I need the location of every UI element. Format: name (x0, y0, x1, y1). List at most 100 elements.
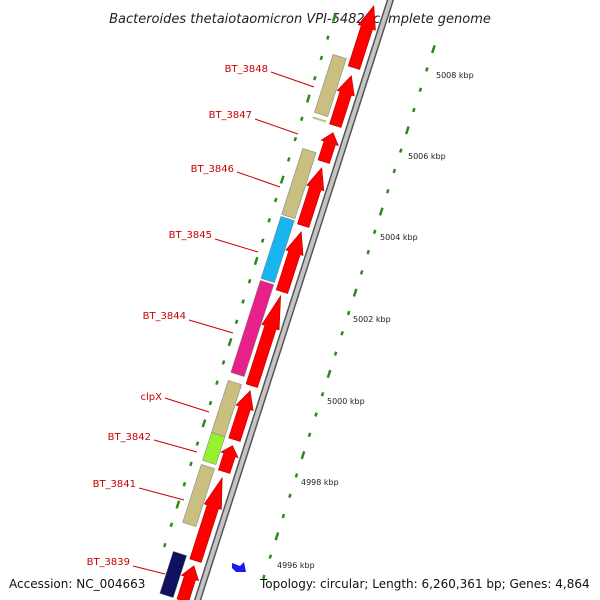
cds-arrow (176, 565, 200, 600)
cds-arrow (218, 445, 239, 474)
scale-label-4998: 4998 kbp (301, 478, 339, 487)
scale-label-5002: 5002 kbp (353, 315, 391, 324)
scale-tick (346, 310, 351, 316)
scale-tick (305, 94, 311, 103)
scale-tick (300, 450, 306, 460)
gene-label-bt3841: BT_3841 (93, 479, 136, 490)
gene-label-bt3845: BT_3845 (169, 230, 212, 241)
scale-tick (267, 218, 271, 223)
scale-tick (320, 391, 325, 397)
cds-arrow (228, 390, 254, 442)
scale-tick (288, 493, 292, 499)
scale-tick (195, 441, 200, 446)
scale-tick (234, 319, 239, 325)
scale-tick (182, 481, 187, 487)
scale-tick (326, 369, 332, 379)
gene-track (159, 54, 347, 598)
scale-tick (262, 574, 266, 580)
scale-tick (299, 116, 304, 122)
scale-tick (378, 207, 384, 216)
genome-backbone (193, 0, 395, 600)
scale-tick (340, 331, 344, 336)
cds-arrow (275, 230, 304, 294)
gene-label-bt3842: BT_3842 (108, 432, 151, 443)
scale-tick (418, 87, 423, 93)
scale-tick (352, 288, 358, 297)
cds-track (176, 4, 376, 600)
gene-bar (260, 216, 295, 283)
scale-label-4996: 4996 kbp (277, 561, 315, 570)
label-connector (188, 319, 234, 334)
scale-label-5000: 5000 kbp (327, 397, 365, 406)
cds-arrow (347, 4, 376, 70)
gene-label-bt3848: BT_3848 (225, 64, 268, 75)
scale-tick (399, 148, 403, 153)
gene-label-bt3839: BT_3839 (87, 557, 130, 568)
gene-label-bt3847: BT_3847 (209, 110, 252, 121)
scale-tick (404, 126, 410, 135)
scale-tick (331, 13, 337, 22)
scale-tick (189, 461, 193, 467)
topology-text: Topology: circular; Length: 6,260,361 bp… (259, 577, 590, 591)
scale-tick (333, 351, 338, 356)
scale-tick (274, 532, 280, 541)
scale-tick (319, 55, 324, 61)
scale-tick (286, 157, 291, 162)
scale-tick (169, 522, 174, 528)
label-connector (132, 565, 166, 575)
cds-arrow (317, 132, 339, 164)
scale-tick (431, 44, 436, 54)
gene-bar (314, 54, 347, 117)
scale-label-5006: 5006 kbp (408, 152, 446, 161)
scale-tick (201, 419, 207, 428)
scale-tick (326, 35, 330, 40)
scale-tick (294, 473, 299, 478)
label-connector (138, 487, 185, 501)
scale-tick (412, 107, 416, 113)
scale-tick (260, 238, 265, 243)
scale-label-5008: 5008 kbp (436, 71, 474, 80)
gene-bar (312, 116, 327, 123)
scale-tick (279, 175, 285, 184)
scale-tick (215, 380, 219, 386)
scale-tick (359, 270, 364, 275)
scale-tick (268, 554, 273, 559)
scale-tick (247, 278, 252, 284)
scale-tick (273, 197, 278, 203)
scale-tick (241, 299, 245, 304)
gene-label-lines (132, 71, 315, 575)
gene-bar (202, 432, 226, 465)
accession-text: Accession: NC_004663 (9, 577, 145, 591)
gene-bar (159, 551, 187, 598)
scale-tick (253, 256, 259, 266)
scale-tick (313, 75, 317, 81)
gene-label-clpx: clpX (141, 392, 163, 403)
label-connector (153, 439, 198, 453)
cds-arrow (189, 476, 223, 563)
scale-tick (293, 136, 298, 142)
scale-tick (366, 249, 371, 255)
reverse-cds-marker (232, 562, 246, 572)
scale-tick (314, 412, 318, 417)
scale-label-5004: 5004 kbp (380, 233, 418, 242)
gene-label-bt3844: BT_3844 (143, 311, 186, 322)
scale-tick (307, 432, 312, 438)
gene-bar (281, 148, 317, 219)
gene-bar (182, 464, 215, 527)
gene-bar (230, 280, 275, 377)
scale-tick (385, 188, 390, 194)
label-connector (164, 397, 210, 413)
scale-tick (392, 168, 397, 174)
scale-ticks (163, 13, 436, 580)
scale-tick (221, 360, 226, 365)
scale-tick (372, 229, 377, 235)
scale-tick (425, 67, 429, 72)
cds-arrow (297, 166, 325, 228)
map-title: Bacteroides thetaiotaomicron VPI-5482, c… (109, 12, 491, 27)
scale-tick (208, 400, 213, 406)
label-connector (270, 71, 315, 88)
scale-tick (281, 513, 286, 519)
scale-tick (227, 337, 233, 347)
gene-label-bt3846: BT_3846 (191, 164, 234, 175)
